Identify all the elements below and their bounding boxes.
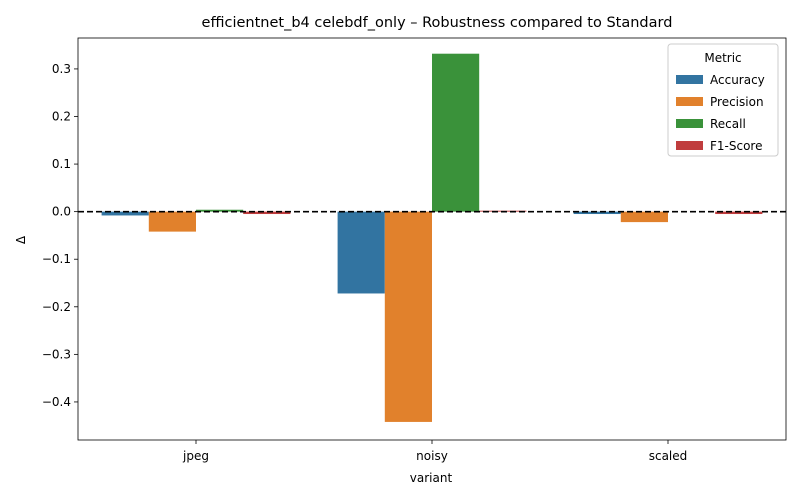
y-tick-label: 0.2 (52, 109, 71, 123)
legend-swatch-accuracy (676, 75, 703, 84)
x-axis: jpeg noisy scaled (182, 440, 687, 463)
bar-precision-noisy (384, 211, 432, 422)
y-tick-label: 0.1 (52, 157, 71, 171)
x-tick-label-jpeg: jpeg (182, 449, 209, 463)
y-axis-title: Δ (14, 235, 28, 244)
y-axis: −0.4 −0.3 −0.2 −0.1 0.0 0.1 0.2 0.3 (42, 62, 78, 409)
x-axis-title: variant (410, 471, 453, 485)
y-tick-label: −0.2 (42, 300, 71, 314)
chart-title: efficientnet_b4 celebdf_only – Robustnes… (202, 15, 673, 31)
y-tick-label: 0.3 (52, 62, 71, 76)
bar-f1-score-scaled (715, 211, 763, 215)
bar-accuracy-jpeg (101, 211, 149, 216)
legend-label-accuracy: Accuracy (710, 73, 765, 87)
legend-swatch-recall (676, 119, 703, 128)
legend-title: Metric (704, 51, 741, 65)
bar-precision-scaled (620, 211, 668, 223)
y-tick-label: 0.0 (52, 205, 71, 219)
bar-f1-score-jpeg (243, 211, 291, 215)
y-tick-label: −0.4 (42, 395, 71, 409)
x-tick-label-noisy: noisy (416, 449, 448, 463)
legend-label-precision: Precision (710, 95, 764, 109)
bar-recall-noisy (432, 53, 480, 212)
x-tick-label-scaled: scaled (649, 449, 688, 463)
legend-label-f1-score: F1-Score (710, 139, 762, 153)
legend-swatch-precision (676, 97, 703, 106)
y-tick-label: −0.3 (42, 347, 71, 361)
legend-swatch-f1-score (676, 141, 703, 150)
legend-label-recall: Recall (710, 117, 746, 131)
bar-accuracy-scaled (573, 211, 621, 215)
plot-frame (77, 37, 787, 441)
y-tick-label: −0.1 (42, 252, 71, 266)
bar-precision-jpeg (148, 211, 196, 232)
bar-accuracy-noisy (337, 211, 385, 294)
legend: Metric Accuracy Precision Recall F1-Score (667, 43, 779, 157)
bar-recall-jpeg (196, 209, 244, 212)
bars-group (101, 53, 763, 422)
